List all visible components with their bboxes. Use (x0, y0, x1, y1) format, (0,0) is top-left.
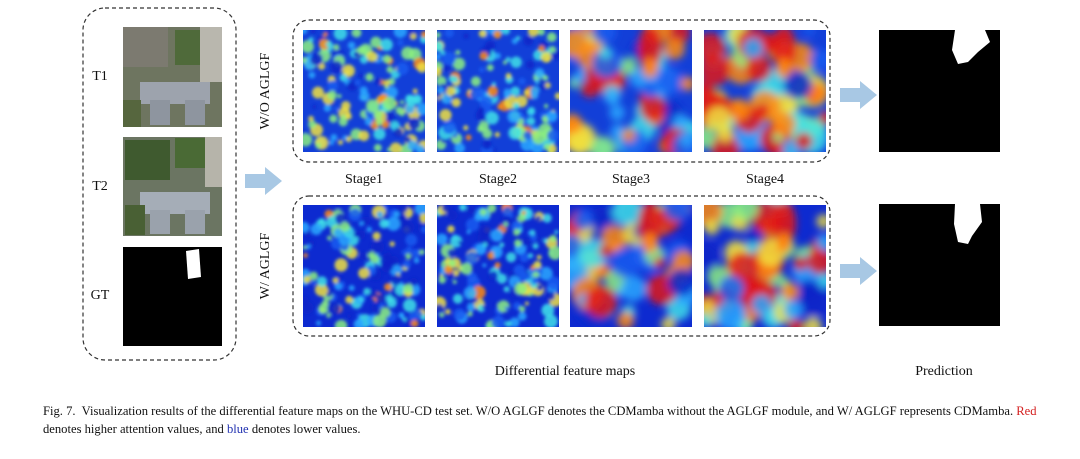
top-row-box (292, 19, 831, 163)
row-label: W/ AGLGF (258, 233, 273, 300)
caption-text: denotes lower values. (251, 422, 361, 436)
feature-map (437, 30, 559, 152)
feature-map (704, 30, 826, 152)
feature-map (303, 205, 425, 327)
caption: Fig. 7. Visualization results of the dif… (43, 402, 1043, 438)
prediction-label: Prediction (915, 364, 973, 379)
prediction-image (879, 30, 1000, 152)
feature-map (437, 205, 559, 327)
caption-text: denotes higher attention values, and (43, 422, 224, 436)
t1-image (123, 27, 222, 127)
arrow (245, 167, 282, 195)
arrow (840, 257, 877, 285)
group-label: Differential feature maps (495, 364, 635, 379)
prediction-image (879, 204, 1000, 326)
row-label: W/O AGLGF (258, 52, 273, 129)
feature-map (570, 205, 692, 327)
input-label: T2 (92, 179, 108, 194)
caption-red-word: Red (1016, 404, 1037, 418)
feature-map (570, 30, 692, 152)
stage-label: Stage2 (479, 172, 517, 187)
feature-map (704, 205, 826, 327)
input-label: T1 (92, 69, 108, 84)
feature-map (303, 30, 425, 152)
gt-image (123, 247, 222, 346)
stage-label: Stage1 (345, 172, 383, 187)
t2-image (123, 137, 222, 236)
arrow (840, 81, 877, 109)
caption-blue-word: blue (226, 422, 249, 436)
bottom-row-box (292, 195, 831, 337)
stage-label: Stage4 (746, 172, 784, 187)
stage-label: Stage3 (612, 172, 650, 187)
input-label: GT (91, 288, 110, 303)
caption-text: Visualization results of the differentia… (81, 404, 1014, 418)
caption-label: Fig. 7. (43, 404, 76, 418)
input-box (82, 7, 237, 361)
